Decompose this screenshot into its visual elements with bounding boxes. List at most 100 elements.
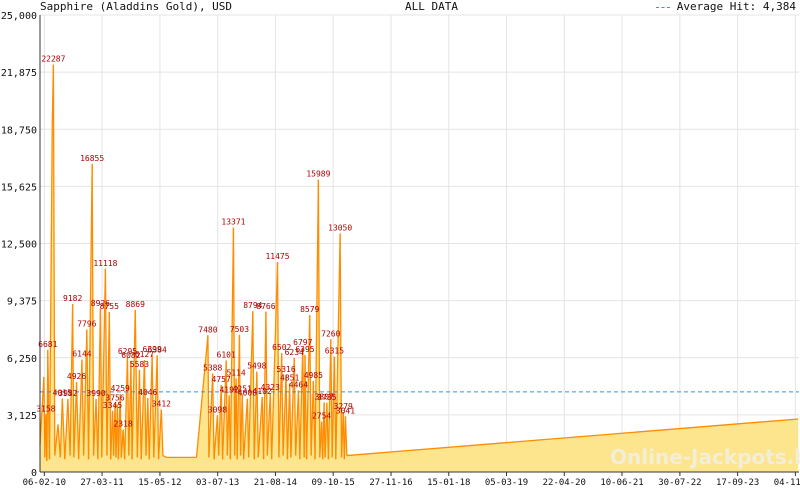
data-label: 4251 xyxy=(233,384,252,393)
series-segment xyxy=(276,262,280,458)
x-tick-label: 06-02-10 xyxy=(23,478,66,488)
data-label: 4259 xyxy=(111,384,130,393)
x-tick-label: 27-11-16 xyxy=(369,478,412,488)
y-tick-label: 6,250 xyxy=(7,354,37,365)
series-segment xyxy=(97,308,102,460)
data-label: 4323 xyxy=(261,383,280,392)
series-segment xyxy=(54,424,59,456)
series-segment xyxy=(309,315,312,456)
series-line xyxy=(39,64,799,462)
series-segment xyxy=(59,398,63,458)
data-label: 2318 xyxy=(113,420,132,429)
data-label: 6127 xyxy=(135,350,154,359)
series-segment xyxy=(124,356,129,460)
data-label: 3041 xyxy=(336,406,355,415)
data-label: 8766 xyxy=(256,302,275,311)
x-tick-label: 10-06-21 xyxy=(600,478,643,488)
series-segment xyxy=(290,358,295,458)
series-segment xyxy=(134,309,139,458)
x-axis: 06-02-10 27-03-11 15-05-12 03-07-13 21-08-14… xyxy=(23,472,800,488)
series-segment xyxy=(138,369,142,460)
series-segment xyxy=(64,399,69,460)
series-segment xyxy=(229,227,235,460)
series-segment xyxy=(293,358,297,456)
series-segment xyxy=(330,339,333,458)
series-segment xyxy=(52,64,56,456)
series-segment xyxy=(265,311,268,456)
series-segment xyxy=(71,304,75,458)
series-segment xyxy=(220,385,224,460)
data-label: 3098 xyxy=(208,405,227,414)
y-tick-label: 0 xyxy=(31,468,37,479)
chart-center-label: ALL DATA xyxy=(405,0,458,13)
data-label: 5498 xyxy=(247,361,266,370)
data-label: 9182 xyxy=(63,294,82,303)
data-label: 2754 xyxy=(312,412,331,421)
series-segment xyxy=(225,360,228,456)
data-label: 6395 xyxy=(295,345,314,354)
data-label: 13050 xyxy=(328,223,352,232)
series-segment xyxy=(256,371,259,458)
series-segment xyxy=(108,311,112,460)
x-tick-label: 21-08-14 xyxy=(254,478,297,488)
data-label: 5583 xyxy=(130,360,149,369)
y-tick-label: 3,125 xyxy=(7,411,37,422)
data-label: 3412 xyxy=(152,400,171,409)
data-label: 6797 xyxy=(293,338,312,347)
series-segment xyxy=(131,309,136,460)
data-label: 22287 xyxy=(41,55,65,64)
series-segment xyxy=(91,163,95,456)
data-label: 6101 xyxy=(217,350,236,359)
series-segment xyxy=(157,409,162,460)
x-tick-label: 30-07-22 xyxy=(658,478,701,488)
data-label: 3785 xyxy=(317,393,336,402)
data-label: 8926 xyxy=(91,299,110,308)
data-label: 3807 xyxy=(314,392,333,401)
x-tick-label: 15-05-12 xyxy=(138,478,181,488)
series-segment xyxy=(208,373,214,458)
data-label: 8869 xyxy=(126,300,145,309)
x-tick-label: 22-04-20 xyxy=(543,478,586,488)
series-segment xyxy=(282,374,287,456)
series-segment xyxy=(232,227,236,456)
series-segment xyxy=(101,268,107,458)
series-segment xyxy=(119,394,122,458)
y-tick-label: 25,000 xyxy=(1,11,37,22)
data-label: 4046 xyxy=(138,388,157,397)
series-segment xyxy=(317,179,321,458)
data-label: 4015 xyxy=(53,389,72,398)
data-label: 3158 xyxy=(36,404,55,413)
series-segment xyxy=(61,398,66,460)
data-label: 3279 xyxy=(334,402,353,411)
y-tick-label: 15,625 xyxy=(1,182,37,193)
x-tick-label: 03-07-13 xyxy=(196,478,239,488)
series-segment xyxy=(266,392,271,456)
series-segment xyxy=(278,353,283,458)
data-label: 3756 xyxy=(105,393,124,402)
series-segment xyxy=(99,308,103,458)
data-label: 6315 xyxy=(325,347,344,356)
data-label: 4985 xyxy=(304,371,323,380)
data-label: 15989 xyxy=(306,170,330,179)
data-label: 4757 xyxy=(212,375,231,384)
y-tick-label: 12,500 xyxy=(1,240,37,251)
data-label: 4008 xyxy=(238,389,257,398)
series-segment xyxy=(335,233,341,460)
x-tick-label: 15-01-18 xyxy=(427,478,470,488)
average-legend-dash xyxy=(656,6,671,8)
x-tick-label: 27-03-11 xyxy=(80,478,123,488)
series-segment xyxy=(162,454,167,458)
watermark: Online-Jackpots.biz xyxy=(610,445,800,469)
data-label: 11475 xyxy=(265,252,289,261)
series-segment xyxy=(346,418,799,457)
data-label: 4851 xyxy=(280,373,299,382)
data-label: 5316 xyxy=(276,365,295,374)
series-segment xyxy=(344,416,348,456)
data-label: 16855 xyxy=(80,154,104,163)
series-segment xyxy=(156,355,160,460)
series-segment xyxy=(83,329,88,456)
series-segment xyxy=(104,268,108,456)
data-label: 4192 xyxy=(219,385,238,394)
series-segment xyxy=(242,398,249,460)
